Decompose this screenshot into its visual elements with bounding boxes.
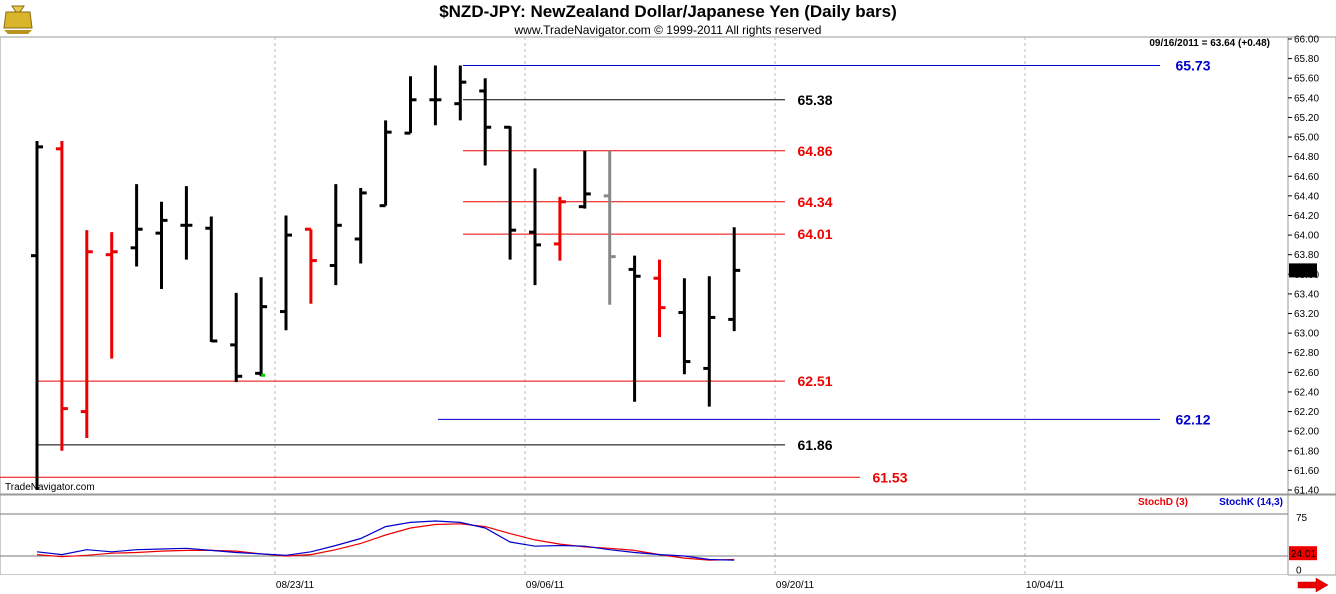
level-label: 62.51 [797, 373, 832, 389]
ohlc-bar [105, 232, 118, 359]
ohlc-bar [31, 140, 43, 490]
stoch-last-marker [1289, 546, 1317, 561]
level-label: 61.53 [872, 469, 907, 485]
level-label: 64.01 [797, 226, 832, 242]
y-tick-label: 65.60 [1294, 74, 1319, 85]
axis-markers: 63.64 24.01 [1289, 263, 1317, 561]
y-tick-label: 62.80 [1294, 348, 1319, 359]
y-tick-label: 61.80 [1294, 446, 1319, 457]
price-bars [31, 65, 741, 490]
stoch-series-line [36, 520, 735, 561]
ohlc-bar [728, 227, 741, 332]
x-tick-label: 09/20/11 [776, 580, 815, 591]
stoch-tick-label: 0 [1296, 566, 1302, 577]
level-label: 65.73 [1175, 57, 1210, 73]
last-info-text: 09/16/2011 = 63.64 (+0.48) [1149, 38, 1270, 49]
y-tick-label: 65.40 [1294, 93, 1319, 104]
y-tick-label: 65.00 [1294, 133, 1319, 144]
watermark-text: TradeNavigator.com [5, 482, 95, 493]
ohlc-bar [155, 201, 168, 290]
ohlc-bar [354, 188, 367, 264]
stoch-legend-d: StochD (3) [1138, 497, 1188, 508]
y-tick-label: 63.80 [1294, 250, 1319, 261]
level-label: 65.38 [797, 92, 832, 108]
ohlc-bar [479, 78, 492, 166]
stoch-last-label: 24.01 [1291, 549, 1316, 560]
ohlc-bar [553, 196, 566, 261]
last-price-marker [1289, 263, 1317, 278]
scroll-right-button[interactable] [1296, 577, 1332, 593]
arrow-right-icon [1297, 577, 1329, 593]
y-tick-label: 63.00 [1294, 329, 1319, 340]
ohlc-bar [180, 186, 193, 260]
chart-title: $NZD-JPY: NewZealand Dollar/Japanese Yen… [439, 2, 897, 21]
ohlc-bar [304, 227, 317, 304]
ohlc-bar [80, 230, 93, 439]
ohlc-bar [205, 216, 218, 343]
ohlc-bar [678, 278, 691, 375]
price-axis-ticks: 66.00 65.80 65.60 65.40 65.20 65.00 64.80 64.60… [1288, 35, 1319, 497]
ohlc-bar [280, 215, 292, 331]
y-tick-label: 64.00 [1294, 231, 1319, 242]
y-tick-label: 63.20 [1294, 309, 1319, 320]
x-tick-label: 08/23/11 [276, 580, 315, 591]
ohlc-bar [628, 255, 641, 402]
ohlc-bar [379, 120, 392, 208]
y-tick-label: 62.60 [1294, 368, 1319, 379]
y-tick-label: 61.40 [1294, 486, 1319, 497]
time-axis [0, 575, 1288, 594]
stoch-panel [0, 494, 1289, 576]
ohlc-bar [429, 65, 442, 126]
y-tick-label: 62.20 [1294, 407, 1319, 418]
ohlc-bar [255, 277, 268, 377]
level-lines: 65.73 65.38 64.86 64.34 64.01 62.51 62.12 61.86… [0, 57, 1211, 485]
level-label: 64.86 [797, 143, 832, 159]
y-tick-label: 65.20 [1294, 113, 1319, 124]
stoch-legend-k: StochK (14,3) [1219, 497, 1283, 508]
ohlc-bar [703, 276, 716, 407]
level-label: 64.34 [797, 194, 832, 210]
y-tick-label: 61.60 [1294, 466, 1319, 477]
ohlc-bar [329, 184, 342, 286]
price-panel [0, 36, 1289, 495]
y-tick-label: 62.40 [1294, 387, 1319, 398]
last-price-label: 63.64 [1291, 266, 1316, 277]
copyright-text: www.TradeNavigator.com © 1999-2011 All r… [514, 23, 822, 37]
ohlc-bar [404, 76, 417, 135]
y-tick-label: 62.00 [1294, 427, 1319, 438]
y-tick-label: 63.40 [1294, 289, 1319, 300]
ohlc-bar [529, 168, 541, 286]
x-tick-label: 09/06/11 [526, 580, 565, 591]
y-tick-label: 64.60 [1294, 172, 1319, 183]
ohlc-bar [454, 65, 467, 121]
y-tick-label: 66.00 [1294, 35, 1319, 46]
stoch-axis [1287, 494, 1336, 576]
y-tick-label: 64.20 [1294, 211, 1319, 222]
ohlc-bar [653, 259, 666, 338]
ohlc-bar [230, 292, 243, 383]
y-tick-label: 64.80 [1294, 152, 1319, 163]
level-label: 61.86 [797, 437, 832, 453]
ohlc-bar [130, 184, 143, 267]
y-tick-label: 65.80 [1294, 54, 1319, 65]
moneybag-icon [3, 5, 33, 34]
time-axis-ticks: 08/23/11 09/06/11 09/20/11 10/04/11 [276, 580, 1065, 591]
level-label: 62.12 [1175, 411, 1210, 427]
ohlc-bar [578, 150, 591, 209]
x-tick-label: 10/04/11 [1026, 580, 1065, 591]
stoch-lines: 75 0 [0, 513, 1308, 577]
y-tick-label: 64.40 [1294, 191, 1319, 202]
ohlc-bar [55, 140, 68, 451]
stoch-tick-label: 75 [1296, 513, 1308, 524]
stoch-series-line [36, 523, 735, 561]
ohlc-bar [504, 125, 517, 260]
ohlc-bar [603, 150, 616, 305]
